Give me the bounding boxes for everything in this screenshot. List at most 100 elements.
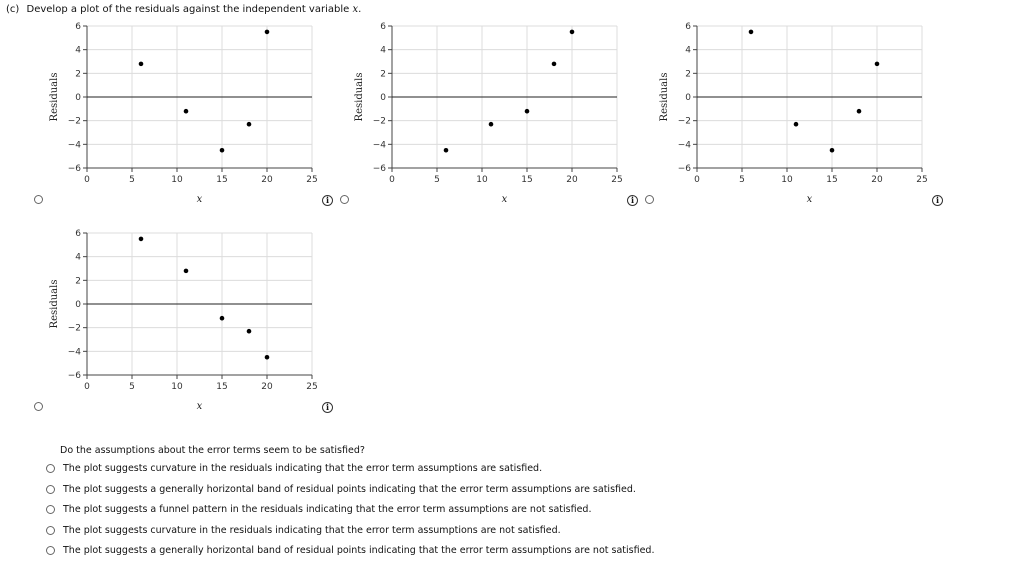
y-tick-label: −4 xyxy=(68,347,82,357)
data-point xyxy=(829,147,835,153)
prompt-variable: x. xyxy=(352,4,362,15)
y-tick-label: −2 xyxy=(373,117,386,127)
y-tick-label: −4 xyxy=(68,140,82,150)
x-tick-label: 5 xyxy=(129,175,135,185)
data-point xyxy=(264,29,270,35)
y-tick-label: 0 xyxy=(75,93,81,103)
assumption-question: Do the assumptions about the error terms… xyxy=(60,445,365,456)
x-tick-label: 15 xyxy=(826,175,837,185)
info-icon[interactable]: i xyxy=(322,195,333,206)
x-axis-label: x xyxy=(197,401,203,412)
x-tick-label: 5 xyxy=(739,175,745,185)
answer-radio[interactable] xyxy=(46,546,55,555)
y-tick-label: −6 xyxy=(68,164,82,174)
y-tick-label: −4 xyxy=(678,140,692,150)
info-icon[interactable]: i xyxy=(627,195,638,206)
residual-plot-d: −6 −4 −2 0 2 4 6 0 5 10 15 20 25 x Residuals xyxy=(49,229,318,412)
data-point xyxy=(138,236,144,242)
answer-radio[interactable] xyxy=(46,485,55,494)
y-tick-label: 2 xyxy=(685,69,691,79)
data-point xyxy=(219,315,225,321)
plot-option-b-radio[interactable] xyxy=(340,195,349,204)
y-axis-label: Residuals xyxy=(49,280,60,329)
answer-choice[interactable]: The plot suggests a generally horizontal… xyxy=(46,545,654,556)
data-point xyxy=(138,61,144,67)
answer-radio[interactable] xyxy=(46,464,55,473)
y-tick-label: 2 xyxy=(75,276,81,286)
info-icon[interactable]: i xyxy=(322,402,333,413)
x-tick-label: 25 xyxy=(916,175,927,185)
x-tick-label: 5 xyxy=(129,382,135,392)
y-tick-label: −6 xyxy=(678,164,692,174)
data-point xyxy=(793,121,799,127)
data-point xyxy=(443,147,449,153)
data-point xyxy=(551,61,557,67)
question-header: (c) Develop a plot of the residuals agai… xyxy=(6,4,361,15)
residual-plot-b: −6 −4 −2 0 2 4 6 0 5 10 15 20 25 x Residuals xyxy=(354,22,623,205)
part-label: (c) xyxy=(6,4,20,15)
residual-plot-c: −6 −4 −2 0 2 4 6 0 5 10 15 20 25 x Residuals xyxy=(659,22,928,205)
x-tick-label: 20 xyxy=(871,175,883,185)
y-tick-label: 6 xyxy=(75,229,81,239)
x-tick-label: 0 xyxy=(84,175,90,185)
x-tick-label: 15 xyxy=(216,175,227,185)
answer-choice[interactable]: The plot suggests curvature in the resid… xyxy=(46,463,542,474)
data-point xyxy=(524,108,530,114)
y-tick-label: 0 xyxy=(685,93,691,103)
answer-text: The plot suggests a funnel pattern in th… xyxy=(63,504,592,515)
info-icon[interactable]: i xyxy=(932,195,943,206)
y-tick-label: 4 xyxy=(75,253,81,263)
data-point xyxy=(856,108,862,114)
y-tick-label: −2 xyxy=(68,324,81,334)
y-tick-label: 0 xyxy=(380,93,386,103)
y-axis-label: Residuals xyxy=(354,73,365,122)
data-point xyxy=(264,354,270,360)
x-tick-label: 10 xyxy=(476,175,488,185)
y-tick-label: −4 xyxy=(373,140,387,150)
data-point xyxy=(246,121,252,127)
y-tick-label: 6 xyxy=(380,22,386,32)
answer-text: The plot suggests a generally horizontal… xyxy=(63,484,636,495)
y-tick-label: 0 xyxy=(75,300,81,310)
plot-option-c-radio[interactable] xyxy=(645,195,654,204)
data-point xyxy=(748,29,754,35)
y-tick-label: 2 xyxy=(75,69,81,79)
x-tick-label: 15 xyxy=(216,382,227,392)
plot-option-d-radio[interactable] xyxy=(34,402,43,411)
y-axis-label: Residuals xyxy=(659,73,670,122)
answer-radio[interactable] xyxy=(46,505,55,514)
x-tick-label: 15 xyxy=(521,175,532,185)
y-tick-label: 4 xyxy=(75,46,81,56)
residual-plot-a: −6 −4 −2 0 2 4 6 0 5 10 15 20 25 x Residuals xyxy=(49,22,318,205)
prompt-text: Develop a plot of the residuals against … xyxy=(26,4,350,15)
data-point xyxy=(488,121,494,127)
answer-radio[interactable] xyxy=(46,526,55,535)
x-axis-label: x xyxy=(807,194,813,205)
answer-text: The plot suggests curvature in the resid… xyxy=(63,525,561,536)
x-tick-label: 10 xyxy=(171,175,183,185)
plot-option-a-radio[interactable] xyxy=(34,195,43,204)
answer-text: The plot suggests a generally horizontal… xyxy=(63,545,655,556)
answer-choice[interactable]: The plot suggests a funnel pattern in th… xyxy=(46,504,591,515)
data-point xyxy=(569,29,575,35)
y-tick-label: −6 xyxy=(373,164,387,174)
data-point xyxy=(246,328,252,334)
y-axis-label: Residuals xyxy=(49,73,60,122)
x-tick-label: 5 xyxy=(434,175,440,185)
data-point xyxy=(183,108,189,114)
y-tick-label: 4 xyxy=(685,46,691,56)
answer-choice[interactable]: The plot suggests a generally horizontal… xyxy=(46,484,636,495)
data-point xyxy=(183,268,189,274)
x-tick-label: 0 xyxy=(84,382,90,392)
x-tick-label: 20 xyxy=(261,382,273,392)
x-tick-label: 0 xyxy=(694,175,700,185)
y-tick-label: −2 xyxy=(68,117,81,127)
x-axis-label: x xyxy=(197,194,203,205)
x-tick-label: 10 xyxy=(171,382,183,392)
x-tick-label: 0 xyxy=(389,175,395,185)
x-tick-label: 20 xyxy=(566,175,578,185)
y-tick-label: 6 xyxy=(75,22,81,32)
answer-choice[interactable]: The plot suggests curvature in the resid… xyxy=(46,525,561,536)
answer-text: The plot suggests curvature in the resid… xyxy=(63,463,543,474)
y-tick-label: 6 xyxy=(685,22,691,32)
